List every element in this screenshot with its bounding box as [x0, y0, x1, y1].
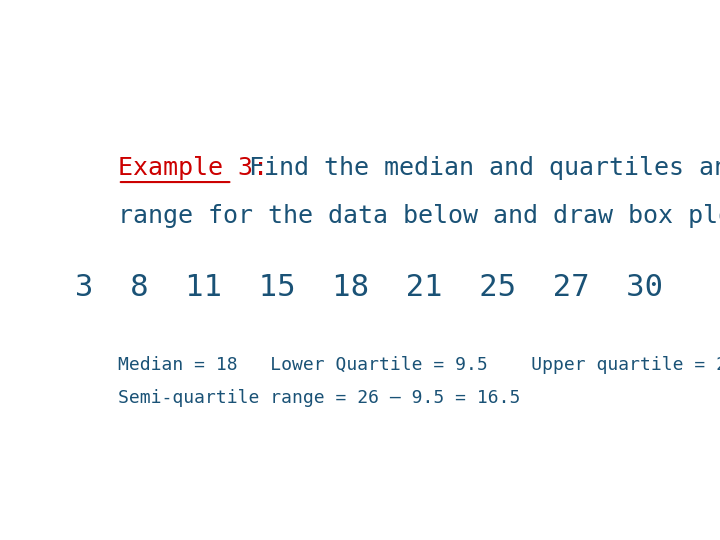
Text: Semi-quartile range = 26 – 9.5 = 16.5: Semi-quartile range = 26 – 9.5 = 16.5	[118, 389, 521, 407]
Text: Example 3:: Example 3:	[118, 156, 268, 180]
Text: range for the data below and draw box plot.: range for the data below and draw box pl…	[118, 204, 720, 228]
Text: Median = 18   Lower Quartile = 9.5    Upper quartile = 26   min = 3  max = 30: Median = 18 Lower Quartile = 9.5 Upper q…	[118, 356, 720, 374]
Text: Find the median and quartiles and inter-quartile: Find the median and quartiles and inter-…	[234, 156, 720, 180]
Text: 3  8  11  15  18  21  25  27  30: 3 8 11 15 18 21 25 27 30	[75, 273, 663, 302]
